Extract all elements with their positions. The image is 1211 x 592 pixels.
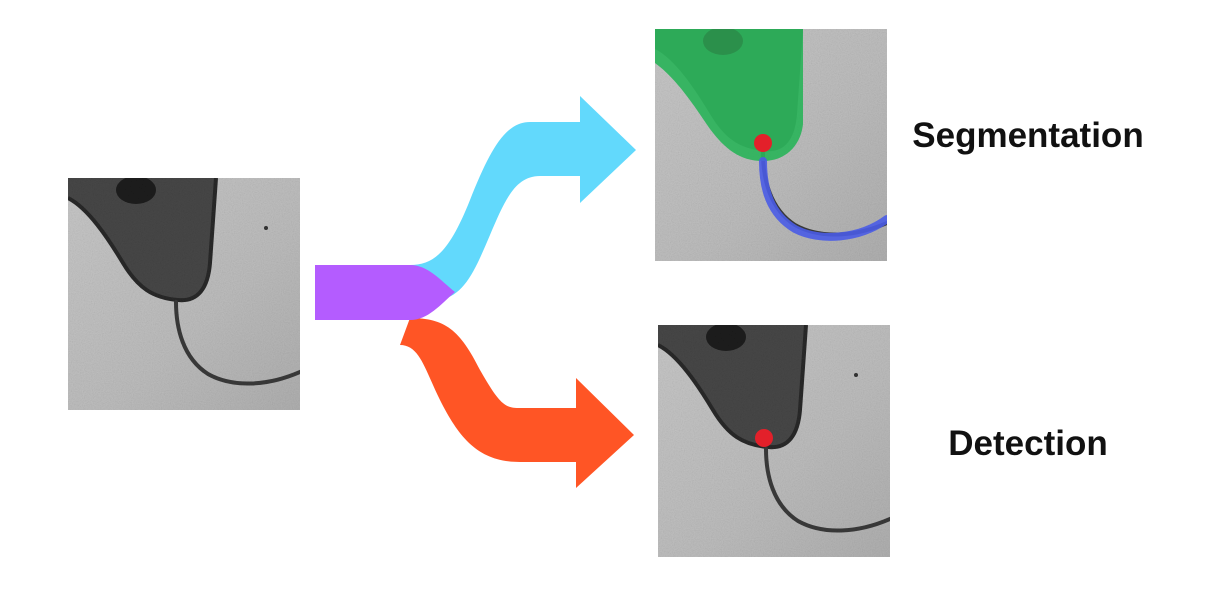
detection-label: Detection: [948, 424, 1107, 463]
cell-body: [68, 178, 216, 301]
cell-nucleus: [116, 178, 156, 204]
detection-point: [754, 134, 772, 152]
segmentation-label: Segmentation: [912, 116, 1143, 155]
stem-arrow: [315, 265, 455, 320]
segmentation-arrow: [410, 96, 636, 300]
detection-arrow: [400, 318, 634, 488]
flagellum-mask: [759, 157, 887, 241]
cell-body-mask: [655, 29, 803, 161]
segmentation-output-micrograph: [655, 29, 887, 261]
detection-output-micrograph: [658, 325, 890, 557]
input-micrograph: [68, 178, 300, 410]
flagellum: [174, 300, 300, 386]
detection-point: [755, 429, 773, 447]
